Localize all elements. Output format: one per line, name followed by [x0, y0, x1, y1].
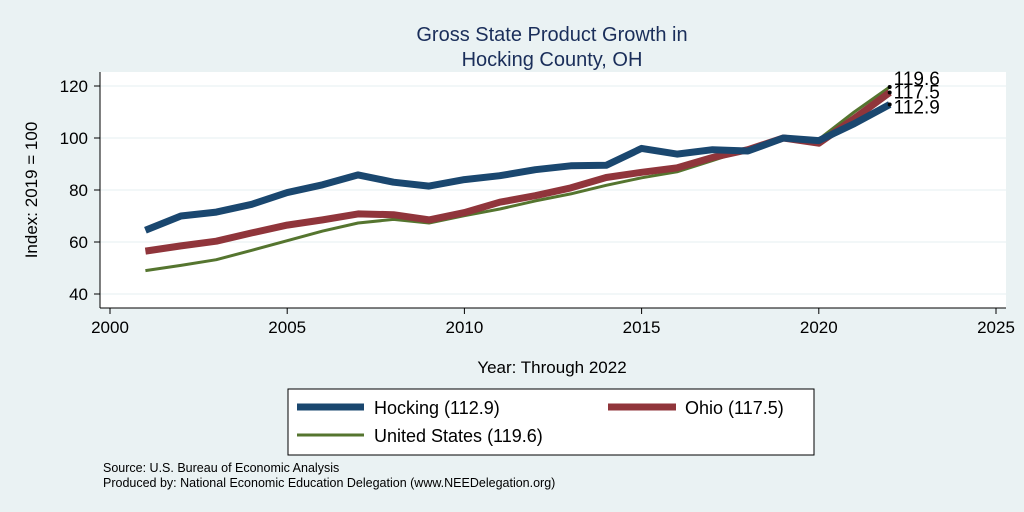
- legend-label-united-states: United States (119.6): [374, 426, 543, 446]
- y-tick-label: 60: [69, 233, 88, 252]
- end-label-hocking: 112.9: [894, 97, 940, 118]
- end-label-ohio: 117.5: [894, 83, 940, 104]
- y-axis-title: Index: 2019 = 100: [22, 122, 41, 259]
- end-label-united-states: 119.6: [894, 69, 940, 90]
- end-marker-hocking: [887, 102, 892, 107]
- series-lines: [144, 85, 892, 273]
- chart-title-line-1: Gross State Product Growth in: [416, 24, 687, 46]
- legend-label-hocking: Hocking (112.9): [374, 398, 500, 418]
- end-marker-ohio: [887, 90, 892, 95]
- y-tick-label: 40: [69, 285, 88, 304]
- x-tick-label: 2005: [268, 318, 306, 337]
- x-axis: 2000 2005 2010 2015 2020 2025: [91, 307, 1015, 337]
- legend-box: [287, 388, 815, 456]
- legend: Hocking (112.9) Ohio (117.5) United Stat…: [287, 388, 815, 456]
- source-note: Source: U.S. Bureau of Economic Analysis: [103, 461, 339, 475]
- x-tick-label: 2020: [800, 318, 838, 337]
- series-line-hocking: [144, 101, 892, 234]
- y-axis: 40 60 80 100 120: [60, 72, 101, 308]
- y-tick-label: 120: [60, 77, 88, 96]
- x-tick-label: 2010: [445, 318, 483, 337]
- legend-label-ohio: Ohio (117.5): [685, 398, 784, 418]
- x-tick-label: 2000: [91, 318, 129, 337]
- x-axis-title: Year: Through 2022: [477, 358, 626, 377]
- produced-by-note: Produced by: National Economic Education…: [103, 476, 555, 490]
- x-tick-label: 2015: [623, 318, 661, 337]
- y-tick-label: 80: [69, 181, 88, 200]
- x-tick-label: 2025: [977, 318, 1015, 337]
- y-tick-label: 100: [60, 129, 88, 148]
- end-marker-united-states: [887, 85, 892, 90]
- chart-title-line-2: Hocking County, OH: [462, 49, 643, 71]
